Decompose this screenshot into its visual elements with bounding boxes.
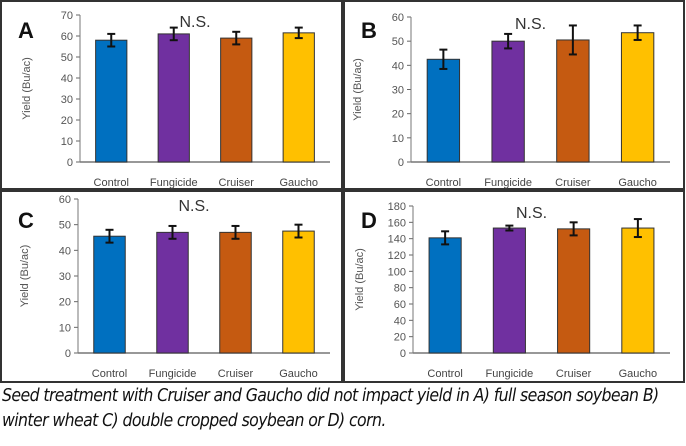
bar-cruiser <box>556 39 590 163</box>
y-tick-label: 50 <box>59 220 71 232</box>
x-tick-label: Gaucho <box>279 177 318 189</box>
y-tick-label: 60 <box>394 299 406 311</box>
error-bar <box>169 26 178 42</box>
x-tick-label: Control <box>427 368 462 380</box>
y-axis-label: Yield (Bu/ac) <box>21 57 33 120</box>
y-tick-label: 40 <box>394 315 406 327</box>
bar-cruiser <box>219 231 252 354</box>
annotation-ns: N.S. <box>515 16 546 33</box>
y-tick-label: 10 <box>392 133 404 145</box>
y-tick-label: 20 <box>394 332 406 344</box>
y-tick-label: 0 <box>400 348 406 360</box>
x-tick-label: Fungicide <box>484 177 532 189</box>
y-tick-label: 20 <box>61 115 73 127</box>
error-bar <box>441 230 450 246</box>
panel-label: C <box>18 208 34 233</box>
panel-a: A N.S. Yield (Bu/ac) 0 10 20 30 40 50 60 70 Control… <box>0 0 343 190</box>
x-tick-label: Fungicide <box>486 368 534 380</box>
x-tick-label: Fungicide <box>149 368 197 380</box>
bar-gaucho <box>282 32 315 163</box>
y-tick-label: 0 <box>398 157 404 169</box>
chart-panels: A N.S. Yield (Bu/ac) 0 10 20 30 40 50 60 70 Control… <box>0 0 685 383</box>
x-tick-label: Gaucho <box>618 177 657 189</box>
error-bar <box>107 32 116 48</box>
y-axis-label: Yield (Bu/ac) <box>352 58 364 121</box>
y-tick-label: 160 <box>388 217 406 229</box>
y-tick-label: 100 <box>388 266 406 278</box>
y-tick-label: 10 <box>59 322 71 334</box>
bar-control <box>426 58 461 163</box>
y-tick-label: 60 <box>61 31 73 43</box>
annotation-ns: N.S. <box>516 205 547 222</box>
error-bar <box>505 224 514 232</box>
y-tick-label: 40 <box>61 73 73 85</box>
error-bar <box>633 24 642 41</box>
y-tick-label: 40 <box>392 60 404 72</box>
y-tick-label: 70 <box>61 10 73 22</box>
x-tick-label: Control <box>426 177 461 189</box>
error-bar <box>439 48 448 70</box>
bar-control <box>428 237 462 354</box>
y-tick-label: 0 <box>67 157 73 169</box>
error-bar <box>294 26 303 40</box>
x-tick-label: Cruiser <box>218 368 254 380</box>
annotation-ns: N.S. <box>179 14 210 31</box>
x-tick-label: Control <box>94 177 129 189</box>
y-tick-label: 20 <box>59 297 71 309</box>
bar-fungicide <box>156 231 189 354</box>
y-tick-label: 30 <box>61 94 73 106</box>
y-tick-label: 50 <box>392 36 404 48</box>
panel-label: B <box>361 18 377 43</box>
error-bar <box>569 221 578 237</box>
error-bar <box>504 32 513 50</box>
bar-cruiser <box>557 228 591 354</box>
error-bar <box>633 218 642 239</box>
error-bar <box>105 228 114 244</box>
error-bar <box>168 224 177 240</box>
bar-control <box>95 39 128 163</box>
bar-fungicide <box>492 227 526 354</box>
panel-d: D N.S. Yield (Bu/ac) 0 20 40 60 80 100 120 140 160 1… <box>343 190 685 383</box>
x-tick-label: Fungicide <box>150 177 198 189</box>
error-bar <box>568 24 577 56</box>
x-tick-label: Control <box>92 368 127 380</box>
y-tick-label: 60 <box>392 12 404 24</box>
bar-fungicide <box>491 40 525 163</box>
bar-fungicide <box>157 33 190 163</box>
y-tick-label: 180 <box>388 201 406 213</box>
y-tick-label: 60 <box>59 194 71 206</box>
y-tick-label: 10 <box>61 136 73 148</box>
y-tick-label: 140 <box>388 234 406 246</box>
y-tick-label: 120 <box>388 250 406 262</box>
error-bar <box>231 224 240 240</box>
y-tick-label: 30 <box>59 271 71 283</box>
bar-gaucho <box>282 230 315 354</box>
x-tick-label: Cruiser <box>556 368 592 380</box>
x-tick-label: Gaucho <box>619 368 658 380</box>
panel-label: D <box>361 208 377 233</box>
bar-gaucho <box>620 32 655 163</box>
error-bar <box>294 223 303 239</box>
y-tick-label: 0 <box>65 348 71 360</box>
panel-c: C N.S. Yield (Bu/ac) 0 10 20 30 40 50 60 Control Fu… <box>0 190 343 383</box>
error-bar <box>232 30 241 46</box>
y-axis-label: Yield (Bu/ac) <box>19 245 31 308</box>
bar-control <box>93 235 126 354</box>
y-tick-label: 40 <box>59 245 71 257</box>
annotation-ns: N.S. <box>178 198 209 215</box>
y-tick-label: 50 <box>61 52 73 64</box>
y-axis-label: Yield (Bu/ac) <box>354 248 366 311</box>
y-tick-label: 30 <box>392 85 404 97</box>
figure-caption: Seed treatment with Cruiser and Gaucho d… <box>2 386 659 431</box>
panel-label: A <box>18 18 34 43</box>
x-tick-label: Gaucho <box>279 368 318 380</box>
bar-gaucho <box>621 227 655 354</box>
bar-cruiser <box>220 37 253 163</box>
x-tick-label: Cruiser <box>555 177 591 189</box>
y-tick-label: 80 <box>394 283 406 295</box>
x-tick-label: Cruiser <box>219 177 255 189</box>
y-tick-label: 20 <box>392 109 404 121</box>
panel-b: B N.S. Yield (Bu/ac) 0 10 20 30 40 50 60 Control Fu… <box>343 0 685 190</box>
